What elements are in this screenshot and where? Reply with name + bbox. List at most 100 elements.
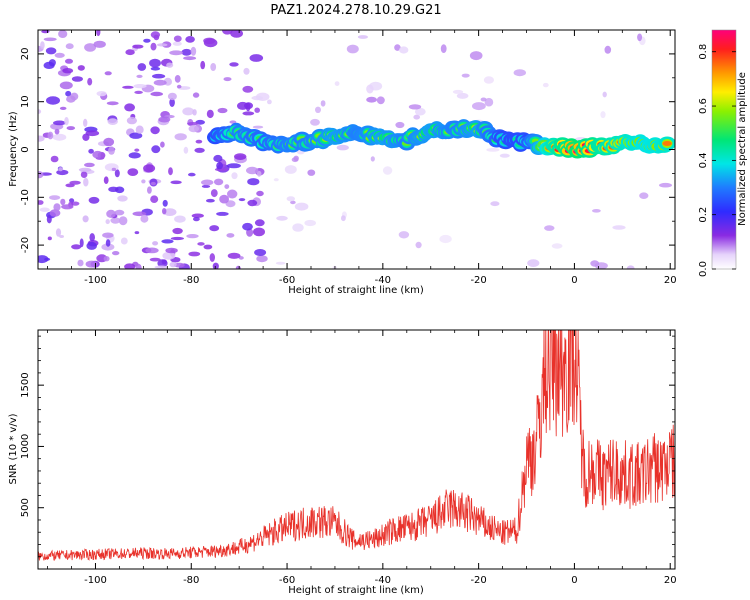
spectrogram-noise-cell [247,178,260,186]
spectrogram-noise-cell [201,179,214,186]
spectrogram-noise-cell [46,215,52,224]
spectrogram-noise-cell [143,38,151,43]
spectrogram-noise-cell [173,35,182,42]
spectrogram-noise-cell [82,215,89,223]
spectrogram-noise-cell [62,68,74,74]
spectrogram-noise-cell [133,84,147,89]
spectrogram-noise-cell [104,71,112,76]
spectrogram-noise-cell [212,262,219,269]
spectrogram-noise-cell [92,150,104,159]
spectrogram-noise-cell [125,49,135,56]
spectrogram-noise-cell [136,74,143,78]
snr-frame [37,329,676,570]
spectrogram-noise-cell [150,126,160,135]
snr-x-label: Height of straight line (km) [288,585,424,596]
spectrogram-noise-cell [114,209,125,216]
spectrogram-noise-cell [486,148,500,152]
spectrogram-noise-cell [58,30,68,38]
x-tick-label: -60 [279,275,295,286]
spectrogram-noise-cell [71,244,82,250]
spectrogram-noise-cell [604,45,612,54]
spectrogram-noise-cell [394,44,401,51]
y-tick-label: -20 [20,237,31,253]
spectrogram-noise-cell [415,241,422,249]
spectrogram-noise-cell [226,233,235,238]
spectrogram-noise-cell [483,76,494,84]
spectrogram-noise-cell [275,261,286,265]
spectrogram-noise-cell [105,239,111,247]
colorbar-frame [711,29,737,270]
spectrogram-noise-cell [219,194,230,204]
spectrogram-noise-cell [408,104,422,110]
spectrogram-noise-cell [191,213,204,218]
spectrogram-noise-cell [127,168,139,177]
spectrogram-noise-cell [65,43,74,50]
spectrogram-noise-cell [69,198,75,203]
spectrogram-noise-cell [206,198,215,203]
spectrogram-noise-cell [395,121,405,129]
spectrogram-noise-cell [267,99,272,105]
spectrogram-noise-cell [132,211,147,217]
spectrogram-noise-cell [43,61,55,69]
spectrogram-noise-cell [209,225,220,232]
spectrogram-noise-cell [246,166,259,175]
spectrogram-noise-cell [161,239,174,244]
spectrogram-noise-cell [39,207,50,212]
spectrogram-noise-cell [124,103,135,112]
spectrogram-noise-cell [77,65,85,71]
spectrogram-noise-cell [176,84,182,89]
spectrogram-noise-cell [170,180,182,185]
spectrogram-noise-cell [210,63,217,71]
spectrogram-noise-cell [194,147,205,153]
spectrogram-noise-cell [544,225,555,231]
spectrogram-noise-cell [40,41,45,50]
spectrogram-noise-cell [290,200,296,205]
spectrogram-noise-cell [54,52,65,58]
spectrogram-noise-cell [172,41,182,46]
spectrogram-noise-cell [140,214,149,223]
snr-y-axis: 500 1000 1500 [20,335,675,558]
y-tick-label: -10 [20,189,31,205]
spectrogram-noise-cell [162,199,168,207]
spectrogram-noise-cell [82,133,90,141]
spectrogram-noise-cell [128,152,141,159]
spectrogram-noise-cell [100,152,105,160]
spectrogram-noise-cell [150,31,161,39]
spectrogram-noise-cell [229,62,239,67]
spectrogram-noise-cell [304,219,317,227]
spectrogram-noise-cell [85,260,98,268]
spectrogram-noise-cell [592,209,601,213]
spectrogram-noise-cell [183,146,189,154]
spectrogram-noise-cell [166,62,174,68]
spectrogram-noise-cell [38,135,45,142]
spectrogram-noise-cell [256,190,264,197]
snr-x-axis: -100 -80 -60 -40 -20 0 20 [47,330,677,586]
spectrogram-noise-cell [103,176,109,184]
spectrogram-noise-cell [499,153,510,158]
spectrogram-x-axis: -100 -80 -60 -40 -20 0 20 [47,30,677,286]
spectrogram-noise-cell [456,92,469,99]
spectrogram-noise-cell [102,232,114,238]
y-tick-label: 1000 [20,434,31,459]
spectrogram-noise-cell [242,222,253,231]
spectrogram-noise-cell [193,217,200,222]
spectrogram-noise-cell [50,155,59,163]
spectrogram-noise-cell [637,33,643,42]
spectrogram-noise-cell [170,236,184,241]
spectrogram-noise-cell [152,241,159,246]
snr-series-line [38,330,675,561]
spectrogram-noise-cell [398,231,410,239]
spectrogram-noise-cell [203,37,216,44]
spectrogram-noise-cell [187,122,199,126]
spectrogram-noise-cell [88,196,100,204]
spectrogram-noise-cell [217,107,228,114]
spectrogram-noise-cell [84,43,97,52]
spectrogram-noise-cell [254,107,260,113]
spectrogram-noise-cell [192,109,197,116]
spectrogram-noise-cell [439,234,452,244]
spectrogram-noise-cell [96,91,107,97]
spectrogram-noise-cell [149,257,161,262]
spectrogram-noise-cell [366,84,374,94]
spectrogram-noise-cell [276,215,288,221]
spectrogram-noise-cell [626,265,635,269]
